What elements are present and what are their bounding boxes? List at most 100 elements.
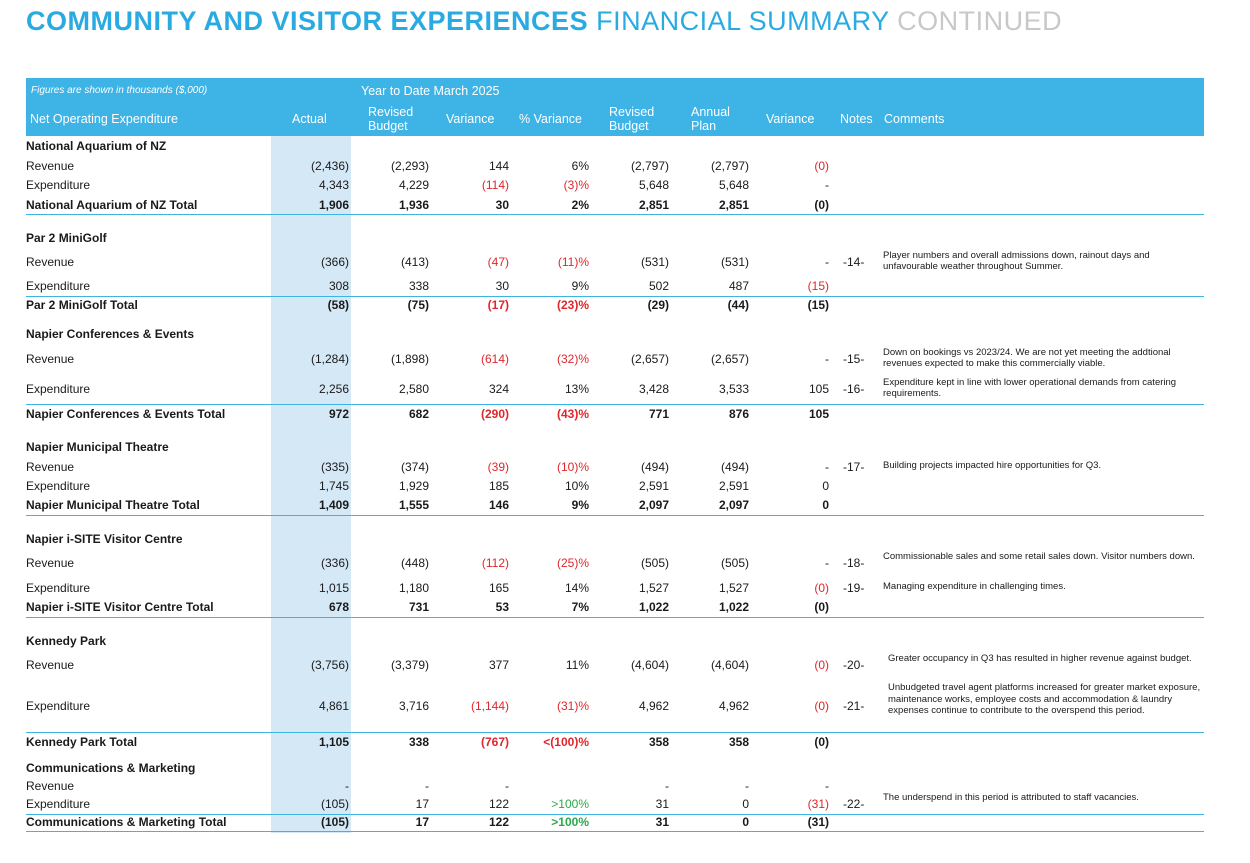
table-cell: 31 <box>655 815 669 829</box>
period-label: Year to Date March 2025 <box>361 84 500 98</box>
comment-text: Managing expenditure in challenging time… <box>883 581 1066 593</box>
table-cell: (3)% <box>563 178 589 192</box>
table-cell: 5,648 <box>718 178 749 192</box>
table-cell: 487 <box>728 279 749 293</box>
table-cell: 2,097 <box>638 498 669 512</box>
table-cell: 338 <box>408 279 429 293</box>
col-actual-header: Actual <box>292 112 327 126</box>
note-number: -19- <box>843 581 865 595</box>
table-cell: - <box>825 460 829 474</box>
col-variance-header: Variance <box>446 112 495 126</box>
table-cell: (31)% <box>556 699 589 713</box>
comment-text: Down on bookings vs 2023/24. We are not … <box>883 346 1171 370</box>
table-cell: 105 <box>808 382 829 396</box>
table-cell: 972 <box>328 407 349 421</box>
table-cell: (413) <box>400 255 429 269</box>
table-cell: 0 <box>822 498 829 512</box>
row-divider <box>26 515 1204 516</box>
row-label: Revenue <box>26 658 75 672</box>
section-title: Communications & Marketing <box>26 761 196 775</box>
table-cell: - <box>825 178 829 192</box>
table-cell: 1,929 <box>398 479 429 493</box>
table-cell: (494) <box>640 460 669 474</box>
table-cell: 2% <box>571 198 589 212</box>
table-cell: (2,657) <box>710 352 749 366</box>
table-cell: (25)% <box>556 556 589 570</box>
section-title: Napier Conferences & Events <box>26 327 195 341</box>
row-label: Revenue <box>26 352 75 366</box>
table-cell: (17) <box>487 298 509 312</box>
row-label: Expenditure <box>26 479 91 493</box>
total-row-label: Napier Conferences & Events Total <box>26 407 226 421</box>
table-cell: (335) <box>320 460 349 474</box>
row-divider <box>26 296 1204 297</box>
table-cell: 3,716 <box>398 699 429 713</box>
table-cell: (105) <box>320 815 349 829</box>
table-cell: 31 <box>655 797 669 811</box>
table-cell: - <box>825 352 829 366</box>
table-cell: (2,797) <box>630 159 669 173</box>
table-cell: 4,229 <box>398 178 429 192</box>
table-cell: 122 <box>488 797 509 811</box>
table-cell: 0 <box>742 797 749 811</box>
table-cell: 502 <box>648 279 669 293</box>
table-cell: (767) <box>480 735 509 749</box>
comment-text: Commissionable sales and some retail sal… <box>883 550 1195 562</box>
table-cell: - <box>345 779 349 793</box>
table-cell: 1,527 <box>638 581 669 595</box>
table-cell: 0 <box>742 815 749 829</box>
table-cell: 11% <box>565 658 589 672</box>
table-cell: 2,591 <box>718 479 749 493</box>
total-row-label: Napier i-SITE Visitor Centre Total <box>26 600 214 614</box>
total-row-label: Kennedy Park Total <box>26 735 138 749</box>
row-label: Revenue <box>26 460 75 474</box>
row-label: Expenditure <box>26 699 91 713</box>
table-cell: (11)% <box>557 255 589 269</box>
table-cell: (336) <box>320 556 349 570</box>
table-cell: 1,022 <box>718 600 749 614</box>
title-main: COMMUNITY AND VISITOR EXPERIENCES <box>26 6 589 36</box>
table-cell: >100% <box>551 797 589 811</box>
table-cell: (15) <box>807 298 829 312</box>
total-row-label: Communications & Marketing Total <box>26 815 227 829</box>
page-title: COMMUNITY AND VISITOR EXPERIENCES FINANC… <box>26 6 1062 37</box>
table-cell: 13% <box>564 382 589 396</box>
table-cell: 1,409 <box>318 498 349 512</box>
row-label: Revenue <box>26 779 75 793</box>
table-cell: 3,533 <box>718 382 749 396</box>
table-cell: 308 <box>328 279 349 293</box>
table-cell: (2,657) <box>630 352 669 366</box>
table-cell: (29) <box>647 298 669 312</box>
note-number: -16- <box>843 382 865 396</box>
table-cell: 358 <box>648 735 669 749</box>
table-cell: 17 <box>415 797 429 811</box>
table-cell: - <box>665 779 669 793</box>
table-cell: 30 <box>495 279 509 293</box>
col-name-header: Net Operating Expenditure <box>30 112 179 126</box>
table-cell: >100% <box>551 815 589 829</box>
row-label: Revenue <box>26 159 75 173</box>
table-cell: 4,861 <box>318 699 349 713</box>
table-cell: (0) <box>814 581 829 595</box>
note-number: -17- <box>843 460 865 474</box>
table-cell: 185 <box>488 479 509 493</box>
table-cell: (75) <box>407 298 429 312</box>
table-cell: - <box>825 255 829 269</box>
table-cell: 0 <box>822 479 829 493</box>
table-cell: 4,962 <box>718 699 749 713</box>
table-cell: (44) <box>727 298 749 312</box>
table-cell: 9% <box>571 498 589 512</box>
table-cell: 1,527 <box>718 581 749 595</box>
table-cell: - <box>505 779 509 793</box>
section-title: Kennedy Park <box>26 634 107 648</box>
table-cell: 876 <box>728 407 749 421</box>
table-cell: (2,293) <box>390 159 429 173</box>
table-cell: (0) <box>814 159 829 173</box>
comment-text: Expenditure kept in line with lower oper… <box>883 376 1177 400</box>
table-cell: (531) <box>720 255 749 269</box>
table-cell: (366) <box>320 255 349 269</box>
table-cell: (114) <box>481 178 509 192</box>
actual-column-highlight <box>271 136 351 833</box>
note-number: -18- <box>843 556 865 570</box>
